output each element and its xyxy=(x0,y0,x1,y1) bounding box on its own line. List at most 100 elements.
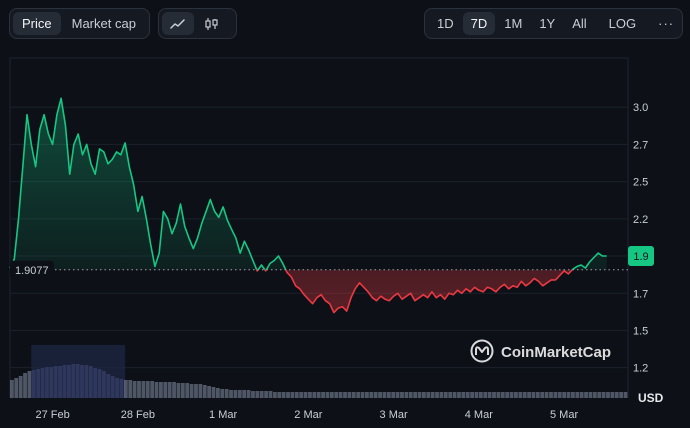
volume-bar xyxy=(619,392,624,398)
volume-bar xyxy=(452,392,457,398)
volume-bar xyxy=(382,392,387,398)
volume-bar xyxy=(132,381,137,398)
volume-bar xyxy=(299,392,304,398)
volume-bar xyxy=(426,392,431,398)
volume-bar xyxy=(614,392,619,398)
volume-bar xyxy=(509,392,514,398)
volume-bar xyxy=(470,392,474,398)
more-options-button[interactable]: ··· xyxy=(658,16,675,31)
volume-bar xyxy=(119,379,124,398)
volume-bar xyxy=(338,392,343,398)
tab-price[interactable]: Price xyxy=(13,12,61,35)
candlestick-icon[interactable] xyxy=(196,12,228,35)
volume-bar xyxy=(474,392,479,398)
volume-bar xyxy=(496,392,501,398)
volume-bar xyxy=(549,392,553,398)
volume-bar xyxy=(422,392,426,398)
volume-bars xyxy=(10,345,628,398)
tab-market-cap[interactable]: Market cap xyxy=(71,16,136,31)
metric-toggle: Price Market cap xyxy=(9,8,150,39)
volume-bar xyxy=(325,392,330,398)
volume-bar xyxy=(343,392,347,398)
volume-bar xyxy=(347,392,352,398)
volume-bar xyxy=(58,366,62,398)
volume-bar xyxy=(500,392,505,398)
watermark-text: CoinMarketCap xyxy=(501,344,611,361)
volume-bar xyxy=(246,390,251,398)
volume-bar xyxy=(36,369,41,398)
volume-bar xyxy=(439,392,444,398)
price-line-up xyxy=(9,97,607,270)
volume-bar xyxy=(386,392,391,398)
line-chart-icon[interactable] xyxy=(162,12,194,35)
volume-bar xyxy=(18,376,23,398)
current-price-badge xyxy=(628,246,654,267)
time-range-toggle: 1D 7D 1M 1Y All LOG ··· xyxy=(424,8,683,39)
volume-bar xyxy=(527,392,531,398)
volume-bar xyxy=(606,392,610,398)
volume-bar xyxy=(365,392,369,398)
volume-bar xyxy=(202,385,207,398)
volume-bar xyxy=(435,392,439,398)
volume-bar xyxy=(251,391,255,398)
volume-bar xyxy=(281,392,286,398)
volume-bar xyxy=(457,392,461,398)
volume-bar xyxy=(571,392,575,398)
price-area xyxy=(10,98,607,313)
volume-bar xyxy=(592,392,597,398)
volume-bar xyxy=(413,392,418,398)
y-tick-label: 1.5 xyxy=(633,325,648,337)
volume-bar xyxy=(584,392,588,398)
range-1d[interactable]: 1D xyxy=(437,16,454,31)
x-tick-label: 3 Mar xyxy=(380,409,408,421)
range-7d[interactable]: 7D xyxy=(462,12,496,35)
volume-bar xyxy=(220,389,225,398)
volume-bar xyxy=(27,371,32,398)
volume-bar xyxy=(294,392,299,398)
y-tick-label: 2.7 xyxy=(633,139,648,151)
range-1y[interactable]: 1Y xyxy=(539,16,556,31)
range-1m[interactable]: 1M xyxy=(504,16,523,31)
volume-bar xyxy=(505,392,510,398)
volume-bar xyxy=(522,392,527,398)
x-tick-label: 27 Feb xyxy=(35,409,69,421)
volume-bar xyxy=(180,383,185,398)
volume-bar xyxy=(154,382,159,398)
volume-bar xyxy=(334,392,339,398)
x-tick-label: 1 Mar xyxy=(209,409,237,421)
volume-bar xyxy=(49,367,54,398)
volume-bar xyxy=(272,392,277,398)
range-all[interactable]: All xyxy=(572,16,587,31)
volume-bar xyxy=(373,392,378,398)
chart-type-toggle xyxy=(158,8,237,39)
volume-bar xyxy=(316,392,321,398)
volume-bar xyxy=(351,392,356,398)
volume-bar xyxy=(264,391,268,398)
volume-bar xyxy=(579,392,584,398)
reference-line: 1.9077 xyxy=(10,260,628,279)
volume-bar xyxy=(229,390,233,398)
volume-bar xyxy=(71,364,76,398)
volume-bar xyxy=(535,392,540,398)
area-above xyxy=(10,98,607,270)
volume-bar xyxy=(88,366,93,398)
volume-bar xyxy=(308,392,312,398)
volume-bar xyxy=(137,381,141,398)
volume-bar xyxy=(588,392,593,398)
volume-bar xyxy=(62,365,67,398)
volume-bar xyxy=(514,392,518,398)
volume-bar xyxy=(102,371,106,398)
volume-bar xyxy=(286,392,290,398)
volume-bar xyxy=(185,383,190,398)
volume-bar xyxy=(110,376,115,398)
volume-bar xyxy=(601,392,606,398)
volume-bar xyxy=(329,392,334,398)
volume-bar xyxy=(172,382,176,398)
area-below xyxy=(10,269,607,313)
x-tick-label: 2 Mar xyxy=(294,409,322,421)
volume-bar xyxy=(487,392,492,398)
y-tick-label: 2.5 xyxy=(633,177,648,189)
log-scale-button[interactable]: LOG xyxy=(608,16,637,31)
volume-bar xyxy=(53,366,58,398)
